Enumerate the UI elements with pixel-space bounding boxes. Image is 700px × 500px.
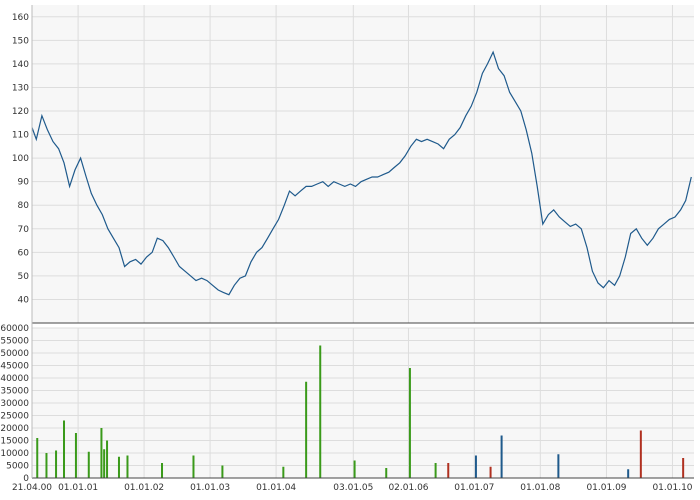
x-tick-label: 01.01.02	[124, 483, 164, 493]
volume-y-tick-label: 20000	[0, 424, 29, 434]
volume-y-tick-label: 40000	[0, 374, 29, 384]
x-tick-label: 01.01.07	[454, 483, 494, 493]
volume-bar	[385, 468, 388, 478]
volume-bar	[627, 469, 630, 478]
price-y-tick-labels: 40 50 60 70 80 90 100 110 120 130 140 150 160	[12, 13, 29, 306]
volume-y-tick-label: 30000	[0, 399, 29, 409]
volume-bar	[434, 463, 437, 478]
price-y-tick-label: 60	[18, 248, 30, 258]
volume-y-tick-label: 0	[23, 474, 29, 484]
volume-bar	[100, 428, 103, 478]
volume-bar	[192, 455, 195, 478]
volume-bar	[221, 465, 224, 478]
x-tick-label: 03.01.05	[333, 483, 373, 493]
x-tick-label: 02.01.06	[388, 483, 428, 493]
volume-bar	[408, 368, 411, 478]
volume-y-tick-label: 50000	[0, 349, 29, 359]
volume-y-tick-label: 45000	[0, 362, 29, 372]
volume-bar	[447, 463, 450, 478]
x-tick-label: 01.01.04	[256, 483, 296, 493]
price-y-tick-label: 80	[18, 201, 30, 211]
volume-bar	[45, 453, 48, 478]
price-y-tick-label: 40	[18, 295, 30, 305]
volume-bar	[639, 430, 642, 478]
volume-bar	[63, 420, 66, 478]
x-tick-labels: 21.04.00 01.01.01 01.01.02 01.01.03 01.01.04…	[12, 483, 693, 493]
volume-bar	[106, 440, 109, 478]
volume-y-tick-label: 60000	[0, 324, 29, 334]
volume-bar	[474, 455, 477, 478]
volume-bar	[74, 433, 77, 478]
volume-y-tick-label: 5000	[6, 462, 29, 472]
x-tick-label: 01.01.10	[652, 483, 692, 493]
volume-bar	[126, 455, 129, 478]
volume-y-tick-labels: 0 5000 10000 15000 20000 25000 30000 35000 40000…	[0, 324, 29, 484]
volume-bar	[87, 451, 90, 478]
price-line	[31, 50, 692, 296]
price-y-tick-label: 150	[12, 36, 29, 46]
volume-bar	[319, 345, 322, 478]
volume-bar	[353, 460, 356, 478]
price-y-tick-label: 50	[18, 272, 30, 282]
price-y-tick-label: 70	[18, 225, 30, 235]
price-y-tick-label: 140	[12, 60, 29, 70]
price-y-tick-label: 120	[12, 107, 29, 117]
volume-y-tick-label: 25000	[0, 412, 29, 422]
volume-bar	[55, 450, 58, 478]
price-line-group	[31, 50, 692, 296]
volume-bar	[117, 456, 120, 478]
volume-bar	[161, 463, 164, 478]
volume-bar	[103, 449, 106, 478]
x-tick-label: 01.01.03	[190, 483, 230, 493]
x-tick-label: 21.04.00	[12, 483, 52, 493]
price-y-tick-label: 100	[12, 154, 29, 164]
price-y-tick-label: 110	[12, 131, 29, 141]
x-tick-label: 01.01.01	[58, 483, 98, 493]
volume-bar	[305, 381, 308, 478]
x-tick-label: 01.01.09	[586, 483, 626, 493]
volume-bar	[557, 454, 560, 478]
price-y-tick-label: 160	[12, 13, 29, 23]
volume-bar	[682, 458, 685, 478]
volume-y-tick-label: 55000	[0, 337, 29, 347]
volume-y-tick-label: 35000	[0, 387, 29, 397]
volume-bars	[36, 345, 685, 478]
volume-bar	[36, 438, 39, 478]
volume-bar	[282, 466, 285, 478]
price-y-tick-label: 130	[12, 83, 29, 93]
price-panel-background	[32, 5, 694, 323]
price-y-tick-label: 90	[18, 178, 30, 188]
volume-y-tick-label: 10000	[0, 449, 29, 459]
x-tick-label: 01.01.08	[520, 483, 560, 493]
volume-bar	[500, 435, 503, 478]
volume-y-tick-label: 15000	[0, 437, 29, 447]
volume-bar	[489, 466, 492, 478]
